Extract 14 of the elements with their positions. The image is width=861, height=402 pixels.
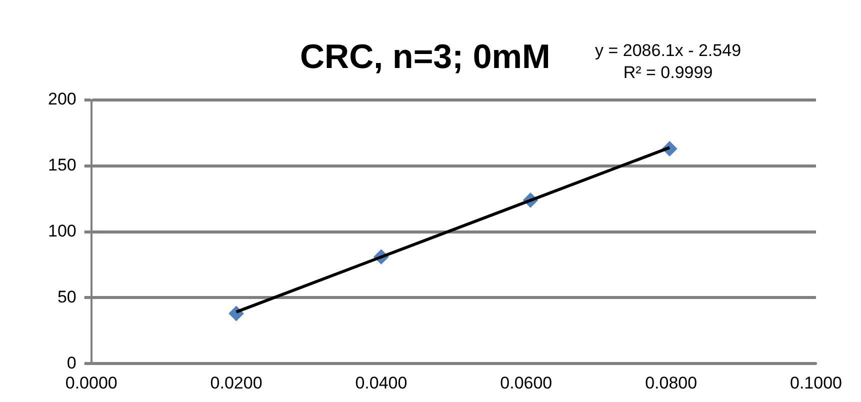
y-tick-label: 200 [48,90,76,109]
text: R² = 0.9999 [622,62,714,84]
x-tick-label: 0.0600 [500,373,552,392]
x-tick-label: 0.0000 [65,373,118,392]
x-tick-label: 0.1000 [790,373,842,392]
x-tick-label: 0.0800 [645,373,698,392]
y-tick-label: 0 [66,353,76,372]
y-tick-label: 50 [57,287,76,306]
y-tick-label: 100 [48,221,76,240]
chart-title: CRC, n=3; 0mM [300,38,550,77]
x-tick-label: 0.0200 [210,373,262,392]
y-tick-label: 150 [48,156,76,175]
text: y = 2086.1x - 2.549 [595,40,742,62]
x-tick-label: 0.0400 [355,373,408,392]
